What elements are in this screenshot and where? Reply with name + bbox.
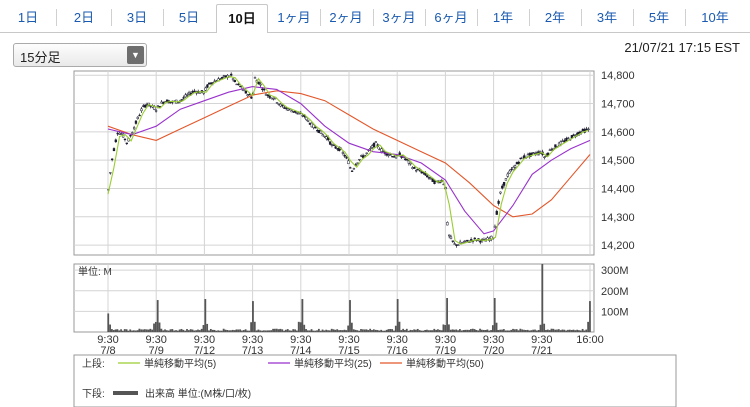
tab-10[interactable]: 1年: [492, 10, 514, 25]
tab-separator: [425, 9, 426, 26]
tab-2[interactable]: 2日: [73, 10, 95, 25]
tab-separator: [56, 9, 57, 26]
tab-14[interactable]: 10年: [701, 10, 729, 25]
tab-13[interactable]: 5年: [648, 10, 670, 25]
tab-separator: [633, 9, 634, 26]
tab-separator: [163, 9, 164, 26]
interval-select-value: 15分足: [20, 50, 61, 65]
tab-separator: [685, 9, 686, 26]
tab-separator: [529, 9, 530, 26]
tab-6[interactable]: 1ヶ月: [277, 10, 311, 25]
tab-separator: [581, 9, 582, 26]
tab-11[interactable]: 2年: [544, 10, 566, 25]
tab-separator: [320, 9, 321, 26]
timestamp: 21/07/21 17:15 EST: [624, 40, 740, 55]
tab-1[interactable]: 1日: [17, 10, 39, 25]
tab-5[interactable]: 10日: [216, 4, 268, 34]
tab-12[interactable]: 3年: [596, 10, 618, 25]
tab-separator: [477, 9, 478, 26]
tab-separator: [373, 9, 374, 26]
tab-4[interactable]: 5日: [178, 10, 200, 25]
interval-select[interactable]: 15分足 ▼: [13, 43, 147, 67]
tab-9[interactable]: 6ヶ月: [434, 10, 468, 25]
tab-3[interactable]: 3日: [126, 10, 148, 25]
tab-8[interactable]: 3ヶ月: [382, 10, 416, 25]
period-tab-bar: 1日 2日 3日 5日 10日 1ヶ月 2ヶ月 3ヶ月 6ヶ月 1年 2年 3年 5年 10年: [0, 0, 750, 34]
tab-7[interactable]: 2ヶ月: [329, 10, 363, 25]
chevron-down-icon: ▼: [127, 46, 144, 64]
tab-separator: [111, 9, 112, 26]
chart-panel: [0, 33, 750, 407]
